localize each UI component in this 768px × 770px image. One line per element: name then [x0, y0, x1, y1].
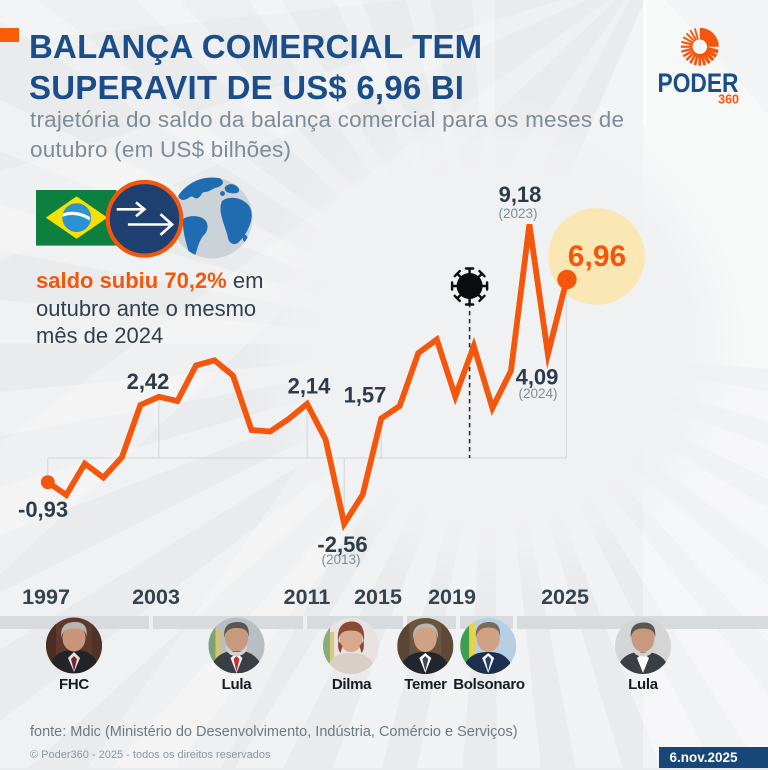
svg-text:Bolsonaro: Bolsonaro	[453, 676, 525, 693]
svg-text:1,57: 1,57	[344, 383, 387, 408]
svg-text:(2024): (2024)	[518, 386, 557, 401]
svg-text:9,18: 9,18	[499, 182, 542, 207]
svg-text:Lula: Lula	[628, 676, 659, 693]
svg-text:2003: 2003	[132, 585, 180, 609]
svg-text:2025: 2025	[541, 585, 589, 609]
svg-text:1997: 1997	[22, 585, 70, 609]
svg-text:Temer: Temer	[404, 676, 447, 693]
svg-text:6,96: 6,96	[568, 240, 626, 273]
svg-text:2011: 2011	[284, 585, 331, 609]
svg-text:-2,56: -2,56	[317, 532, 367, 557]
svg-text:2,14: 2,14	[288, 374, 332, 399]
svg-text:-0,93: -0,93	[18, 497, 68, 522]
svg-text:Lula: Lula	[222, 676, 253, 693]
svg-text:2015: 2015	[354, 585, 402, 609]
svg-text:360: 360	[718, 92, 739, 106]
svg-text:2019: 2019	[428, 585, 476, 609]
svg-text:(2023): (2023)	[498, 206, 537, 221]
svg-text:2,42: 2,42	[127, 369, 170, 394]
svg-text:FHC: FHC	[59, 676, 89, 693]
svg-text:PODER: PODER	[658, 68, 739, 98]
svg-text:4,09: 4,09	[516, 365, 559, 390]
svg-text:Dilma: Dilma	[332, 676, 372, 693]
svg-text:(2013): (2013)	[321, 552, 360, 567]
